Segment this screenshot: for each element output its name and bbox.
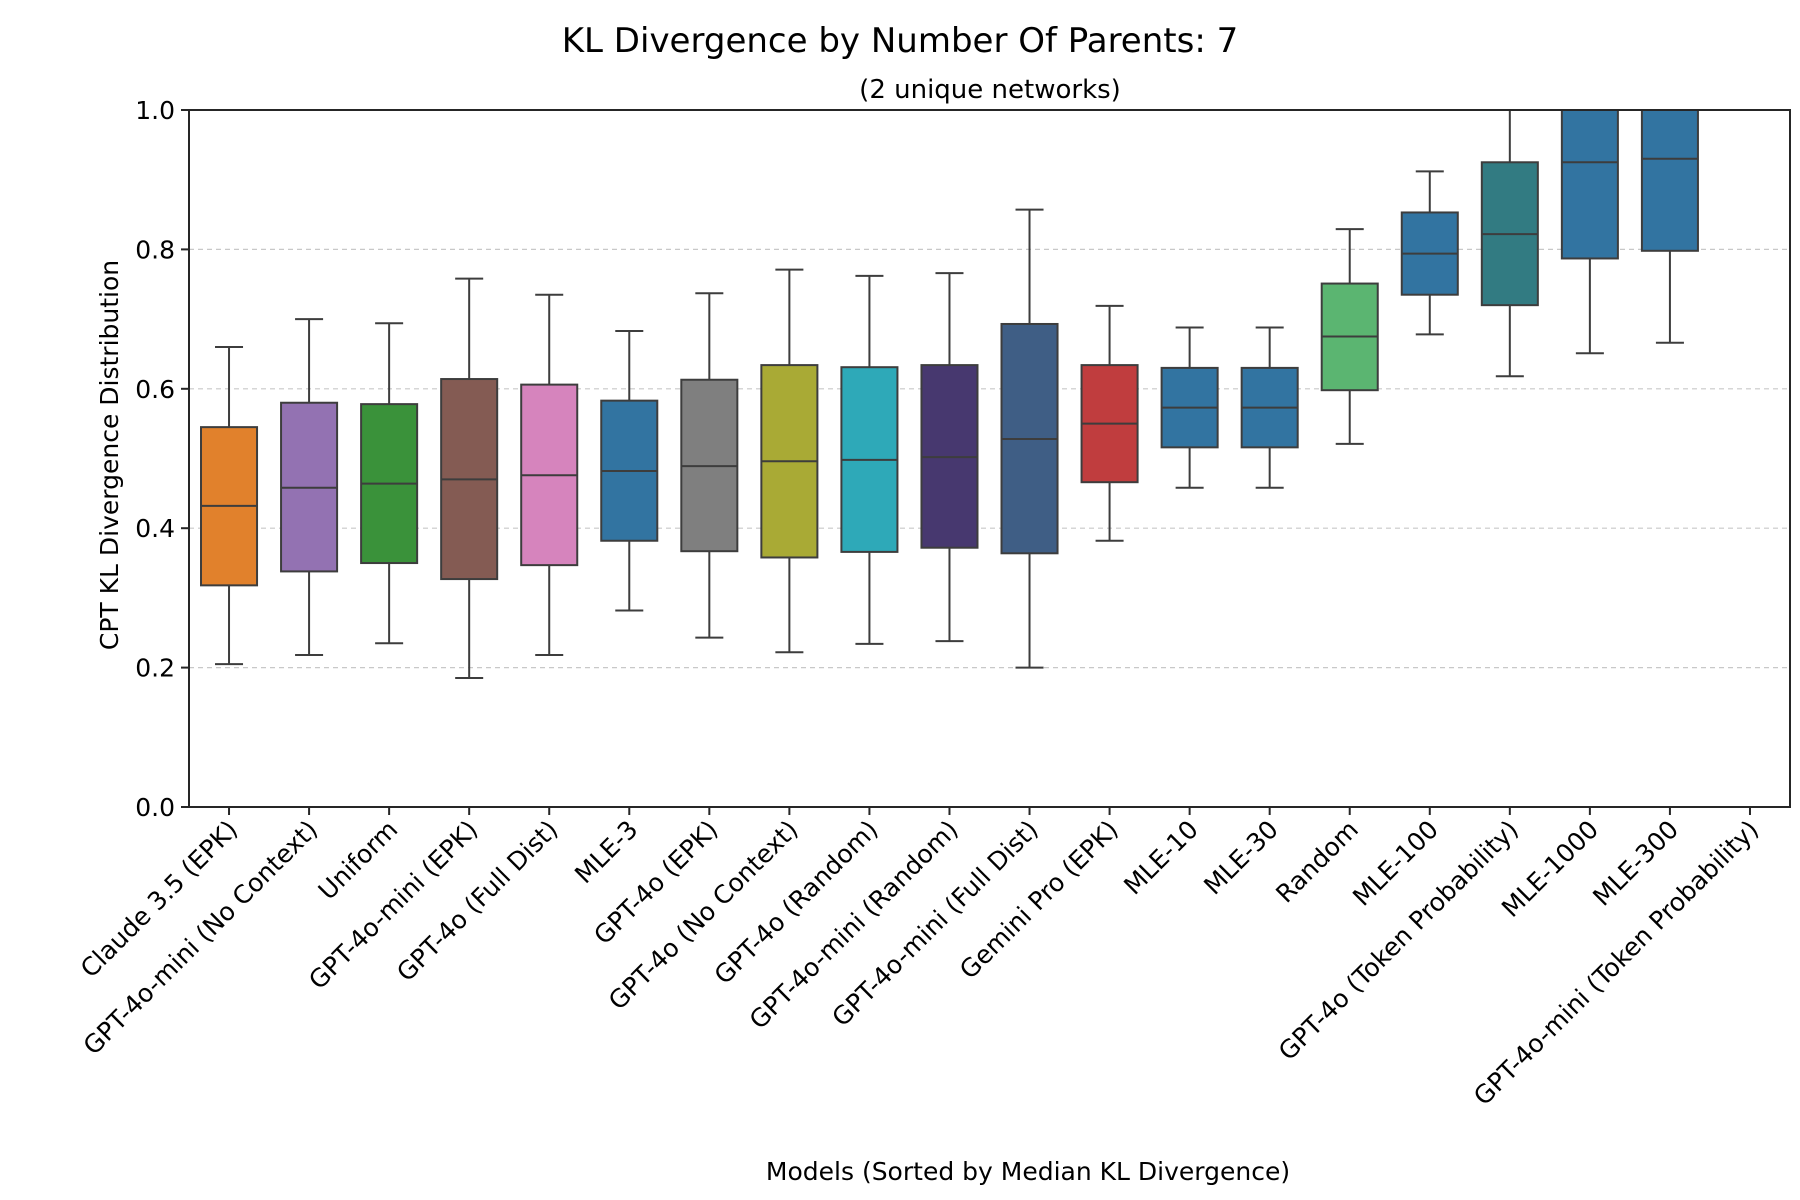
- x-axis-ticks: Claude 3.5 (EPK)GPT-4o-mini (No Context)…: [75, 807, 1764, 1111]
- box-6: [600, 329, 659, 612]
- gridlines: [189, 248, 1790, 669]
- chart-subtitle: (2 unique networks): [859, 75, 1121, 105]
- box-18: [1560, 109, 1619, 355]
- box-5: [520, 293, 579, 657]
- y-axis-label: CPT KL Divergence Distribution: [95, 260, 124, 650]
- box-4: [440, 277, 499, 680]
- box-12: [1080, 304, 1139, 542]
- x-tick-label: MLE-3: [569, 815, 643, 889]
- y-tick-label: 0.8: [135, 235, 175, 264]
- y-tick-label: 1.0: [135, 96, 175, 125]
- x-axis-label: Models (Sorted by Median KL Divergence): [766, 1157, 1290, 1186]
- box-2: [280, 318, 339, 657]
- plot-frame: [188, 109, 1791, 808]
- box-10: [920, 272, 979, 643]
- chart-title: KL Divergence by Number Of Parents: 7: [562, 21, 1238, 61]
- x-tick-label: MLE-10: [1118, 815, 1204, 901]
- iqr-box: [1560, 109, 1619, 260]
- y-tick-label: 0.2: [135, 654, 175, 683]
- box-13: [1160, 326, 1219, 489]
- box-14: [1240, 326, 1299, 489]
- box-7: [680, 292, 739, 639]
- box-8: [760, 268, 819, 654]
- box-17: [1480, 110, 1539, 378]
- boxes: [200, 109, 1699, 680]
- x-tick-label: GPT-4o-mini (Token Probability): [1468, 815, 1764, 1111]
- box-1: [200, 345, 259, 666]
- x-tick-label: Gemini Pro (EPK): [954, 815, 1124, 985]
- box-16: [1400, 170, 1459, 336]
- iqr-box: [1640, 109, 1699, 252]
- y-tick-label: 0.4: [135, 514, 175, 543]
- box-11: [1000, 208, 1059, 669]
- box-9: [840, 274, 899, 645]
- y-tick-label: 0.6: [135, 375, 175, 404]
- box-3: [360, 322, 419, 645]
- box-19: [1640, 109, 1699, 344]
- y-axis-ticks: 0.0 0.2 0.4 0.6 0.8 1.0: [135, 96, 189, 822]
- y-tick-label: 0.0: [135, 793, 175, 822]
- box-15: [1320, 228, 1379, 445]
